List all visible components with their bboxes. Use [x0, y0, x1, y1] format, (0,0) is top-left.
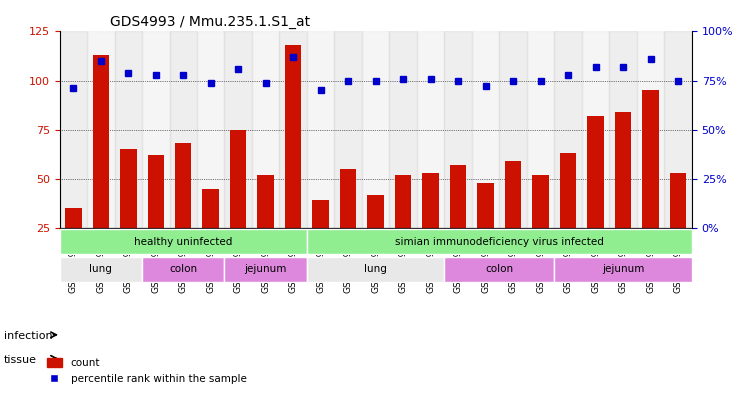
FancyBboxPatch shape	[444, 257, 554, 281]
Bar	[197, 31, 225, 228]
Bar	[554, 31, 582, 228]
Bar	[664, 31, 692, 228]
Bar	[92, 55, 109, 277]
Bar	[285, 45, 301, 277]
Bar	[560, 153, 577, 277]
Bar	[423, 173, 439, 277]
Bar	[615, 112, 632, 277]
Bar	[444, 31, 472, 228]
Bar	[637, 31, 664, 228]
Bar	[147, 155, 164, 277]
Bar	[87, 31, 115, 228]
Bar	[65, 208, 82, 277]
Bar	[252, 31, 280, 228]
Bar	[588, 116, 604, 277]
FancyBboxPatch shape	[60, 229, 307, 254]
FancyBboxPatch shape	[225, 257, 307, 281]
FancyBboxPatch shape	[307, 229, 692, 254]
FancyBboxPatch shape	[142, 257, 225, 281]
Bar	[257, 175, 274, 277]
Bar	[582, 31, 609, 228]
Bar	[60, 31, 87, 228]
Bar	[478, 183, 494, 277]
Bar	[642, 90, 659, 277]
Bar	[335, 31, 362, 228]
Text: simian immunodeficiency virus infected: simian immunodeficiency virus infected	[395, 237, 604, 247]
Text: colon: colon	[169, 264, 197, 274]
FancyBboxPatch shape	[60, 257, 142, 281]
Bar	[527, 31, 554, 228]
Text: lung: lung	[89, 264, 112, 274]
Bar	[340, 169, 356, 277]
Bar	[362, 31, 389, 228]
Bar	[175, 143, 191, 277]
Bar	[115, 31, 142, 228]
Bar	[202, 189, 219, 277]
Bar	[389, 31, 417, 228]
Bar	[505, 161, 522, 277]
Text: lung: lung	[365, 264, 387, 274]
FancyBboxPatch shape	[554, 257, 692, 281]
Bar	[312, 200, 329, 277]
Bar	[170, 31, 197, 228]
FancyBboxPatch shape	[307, 257, 444, 281]
Bar	[230, 130, 246, 277]
Legend: count, percentile rank within the sample: count, percentile rank within the sample	[42, 354, 251, 388]
Bar	[120, 149, 136, 277]
Text: tissue: tissue	[4, 354, 36, 365]
Bar	[450, 165, 466, 277]
Bar	[472, 31, 499, 228]
Text: jejunum: jejunum	[245, 264, 287, 274]
Bar	[417, 31, 444, 228]
Bar	[670, 173, 687, 277]
Bar	[225, 31, 252, 228]
Text: healthy uninfected: healthy uninfected	[134, 237, 232, 247]
Bar	[142, 31, 170, 228]
Bar	[609, 31, 637, 228]
Bar	[280, 31, 307, 228]
Text: GDS4993 / Mmu.235.1.S1_at: GDS4993 / Mmu.235.1.S1_at	[110, 15, 310, 29]
Text: infection: infection	[4, 331, 52, 341]
Bar	[395, 175, 411, 277]
Bar	[499, 31, 527, 228]
Text: jejunum: jejunum	[602, 264, 644, 274]
Bar	[533, 175, 549, 277]
Bar	[368, 195, 384, 277]
Bar	[307, 31, 335, 228]
Text: colon: colon	[485, 264, 513, 274]
